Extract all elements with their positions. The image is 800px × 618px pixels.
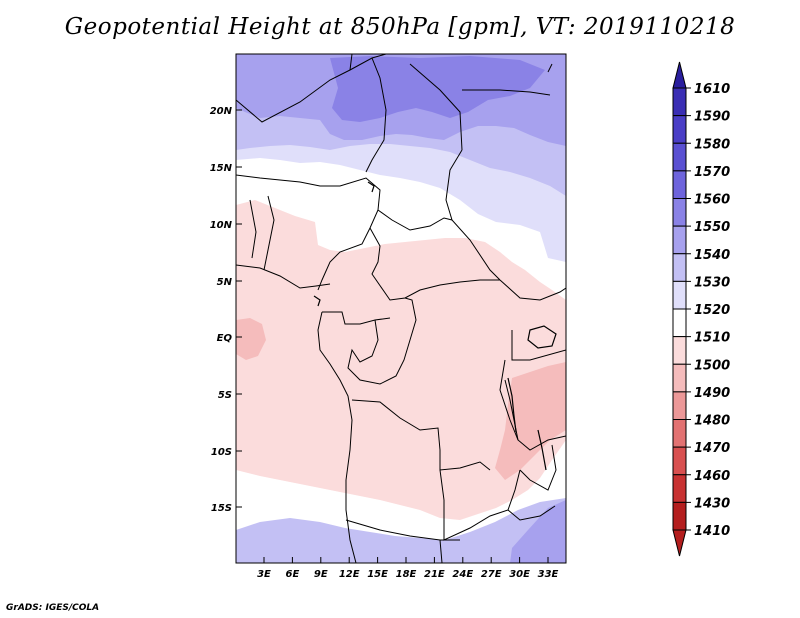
- colorbar-label: 1500: [694, 358, 730, 373]
- colorbar-label: 1570: [694, 165, 730, 180]
- border-mozambique: [519, 444, 557, 491]
- colorbar-label: 1550: [694, 220, 730, 235]
- colorbar-label: 1460: [694, 469, 730, 484]
- border-east-africa: [499, 279, 566, 301]
- colorbar-swatch: [672, 142, 687, 172]
- border-sahel: [236, 174, 381, 291]
- lat-tick-label: 10S: [211, 447, 232, 458]
- border-libya-east: [409, 63, 463, 151]
- colorbar-swatch: [672, 253, 687, 282]
- colorbar-swatch: [672, 419, 687, 448]
- latitude-axis: 20N 15N 10N 5N EQ 5S 10S 15S: [210, 106, 242, 514]
- lat-tick-label: 5N: [217, 277, 233, 288]
- colorbar-swatch: [672, 115, 687, 144]
- colorbar-swatch: [672, 280, 687, 310]
- lon-tick-label: 30E: [509, 569, 530, 580]
- colorbar-label: 1580: [694, 137, 730, 152]
- colorbar-swatch: [672, 474, 687, 503]
- field-lower-pink-east: [495, 362, 566, 480]
- border-congo-coast: [317, 311, 357, 563]
- lon-tick-label: 21E: [424, 569, 445, 580]
- border-west-africa-coast: [236, 264, 331, 289]
- colorbar-label: 1510: [694, 331, 730, 346]
- lake-tanganyika: [507, 377, 517, 433]
- lat-tick-label: 15S: [211, 503, 232, 514]
- border-cameroon-gabon: [322, 311, 391, 325]
- colorbar: 1610 1590 1580 1570 1560 1550 1540 1530 1520 1510…: [672, 61, 730, 557]
- country-borders: [236, 54, 566, 563]
- colorbar-label: 1490: [694, 386, 730, 401]
- colorbar-label: 1560: [694, 193, 730, 208]
- colorbar-swatch: [672, 336, 687, 365]
- border-west-inland: [263, 195, 275, 271]
- colorbar-bottom-arrow: [672, 529, 687, 557]
- border-southeast: [507, 505, 556, 521]
- lake-chad: [367, 181, 375, 193]
- lake-malawi: [537, 429, 547, 471]
- field-high-north: [330, 56, 545, 122]
- credit-label: GrADS: IGES/COLA: [6, 603, 100, 613]
- lake-victoria: [527, 325, 557, 349]
- colorbar-swatch: [672, 391, 687, 420]
- lon-tick-label: 9E: [314, 569, 328, 580]
- colorbar-label: 1610: [694, 82, 730, 97]
- border-angola-south: [345, 519, 460, 541]
- colorbar-label: 1430: [694, 496, 730, 511]
- colorbar-label: 1520: [694, 303, 730, 318]
- lat-tick-label: 20N: [210, 106, 233, 117]
- lon-tick-label: 15E: [367, 569, 388, 580]
- colorbar-swatch: [672, 501, 687, 531]
- colorbar-label: 1530: [694, 275, 730, 290]
- lat-tick-label: 15N: [210, 163, 233, 174]
- lat-tick-label: 10N: [210, 220, 233, 231]
- lat-tick-label: 5S: [218, 390, 232, 401]
- border-south-angola: [439, 539, 443, 563]
- lake-volta: [313, 295, 321, 307]
- lon-tick-label: 12E: [339, 569, 360, 580]
- colorbar-label: 1590: [694, 110, 730, 125]
- border-egypt-sudan: [462, 89, 551, 96]
- lon-tick-label: 33E: [538, 569, 559, 580]
- border-angola-drc: [351, 399, 491, 471]
- field-lower-pink-west: [236, 318, 266, 360]
- border-mali-niger: [365, 57, 387, 173]
- colorbar-swatch: [672, 363, 687, 393]
- colorbar-swatch: [672, 446, 687, 476]
- border-sahara-west: [236, 54, 353, 123]
- colorbar-swatch: [672, 170, 687, 199]
- colorbar-label: 1410: [694, 524, 730, 539]
- colorbar-label: 1470: [694, 441, 730, 456]
- border-horn: [547, 63, 553, 73]
- border-zambia: [439, 469, 521, 541]
- border-uganda-kenya: [511, 330, 566, 361]
- map-frame: [235, 53, 567, 564]
- colorbar-top-arrow: [672, 61, 687, 89]
- lake-outlines: [313, 181, 557, 471]
- field-south-blue: [236, 498, 566, 563]
- border-nigeria-cameroon: [377, 209, 453, 231]
- chart-title: Geopotential Height at 850hPa [gpm], VT:…: [64, 14, 736, 40]
- colorbar-swatch: [672, 225, 687, 255]
- lon-tick-label: 27E: [481, 569, 502, 580]
- colorbar-label: 1540: [694, 248, 730, 263]
- lon-tick-label: 24E: [452, 569, 473, 580]
- border-guinea: [249, 199, 257, 259]
- lon-tick-label: 18E: [396, 569, 417, 580]
- border-congo-drc: [347, 297, 417, 385]
- colorbar-swatch: [672, 87, 687, 117]
- lon-tick-label: 3E: [257, 569, 271, 580]
- field-southeast-blue: [510, 500, 566, 563]
- lat-tick-label: EQ: [217, 333, 233, 344]
- longitude-axis: 3E 6E 9E 12E 15E 18E 21E 24E 27E 30E 33E: [257, 557, 559, 580]
- colorbar-label: 1480: [694, 414, 730, 429]
- colorbar-swatch: [672, 308, 687, 338]
- lon-tick-label: 6E: [286, 569, 300, 580]
- map-field: [236, 54, 566, 563]
- colorbar-swatch: [672, 198, 687, 227]
